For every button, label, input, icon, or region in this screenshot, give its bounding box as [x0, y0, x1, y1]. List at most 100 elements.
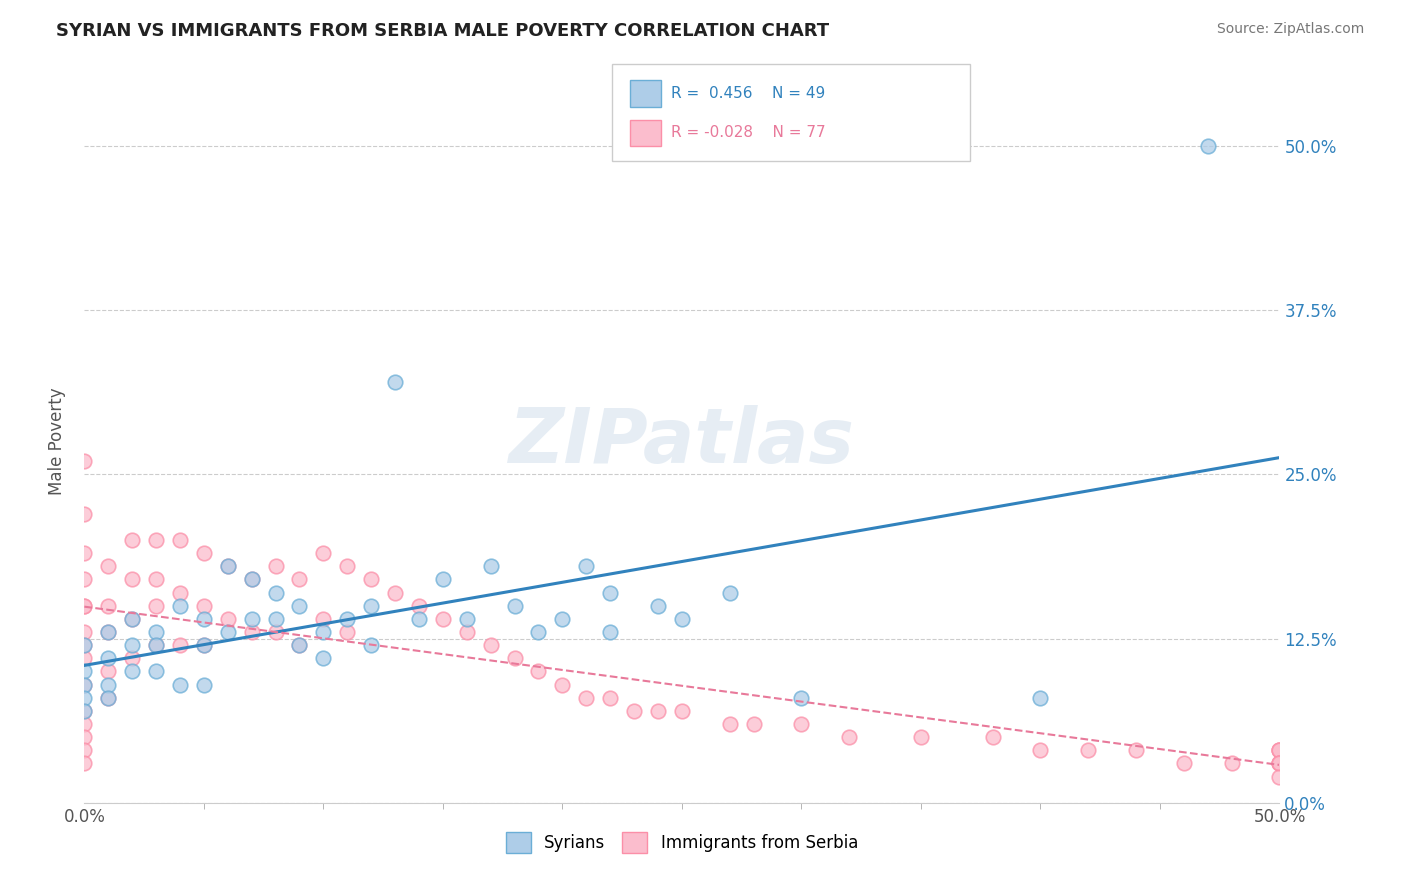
Point	[73, 704, 96, 718]
Point	[145, 599, 167, 613]
Point	[647, 599, 669, 613]
Point	[121, 533, 143, 547]
Point	[145, 638, 167, 652]
Point	[1220, 756, 1243, 771]
Point	[718, 717, 741, 731]
Point	[264, 585, 287, 599]
Point	[599, 690, 621, 705]
Point	[97, 690, 120, 705]
Point	[193, 612, 215, 626]
Point	[790, 690, 813, 705]
Point	[73, 677, 96, 691]
Point	[910, 730, 932, 744]
Point	[1268, 743, 1291, 757]
Legend: Syrians, Immigrants from Serbia: Syrians, Immigrants from Serbia	[499, 826, 865, 860]
Point	[312, 625, 335, 640]
Point	[97, 599, 120, 613]
Point	[97, 625, 120, 640]
Point	[1029, 743, 1052, 757]
Point	[193, 677, 215, 691]
Point	[73, 690, 96, 705]
Point	[718, 585, 741, 599]
Point	[1268, 756, 1291, 771]
Point	[121, 573, 143, 587]
Point	[336, 625, 359, 640]
Point	[193, 599, 215, 613]
Point	[599, 585, 621, 599]
Point	[479, 559, 502, 574]
Point	[503, 651, 526, 665]
Point	[1268, 743, 1291, 757]
Point	[360, 573, 382, 587]
Point	[217, 559, 239, 574]
Point	[288, 638, 311, 652]
Point	[73, 677, 96, 691]
Point	[551, 612, 574, 626]
Point	[217, 612, 239, 626]
Point	[432, 573, 454, 587]
Point	[312, 612, 335, 626]
Point	[456, 625, 478, 640]
Point	[121, 638, 143, 652]
Point	[264, 612, 287, 626]
Point	[97, 690, 120, 705]
Point	[1173, 756, 1195, 771]
Point	[193, 546, 215, 560]
Point	[97, 665, 120, 679]
Point	[240, 573, 263, 587]
Point	[73, 717, 96, 731]
Point	[121, 612, 143, 626]
Point	[312, 546, 335, 560]
Point	[169, 677, 191, 691]
Point	[575, 559, 598, 574]
Point	[1197, 139, 1219, 153]
Point	[336, 612, 359, 626]
Point	[432, 612, 454, 626]
Point	[169, 599, 191, 613]
Point	[479, 638, 502, 652]
Point	[73, 638, 96, 652]
Text: ZIPatlas: ZIPatlas	[509, 405, 855, 478]
Point	[623, 704, 645, 718]
Point	[169, 533, 191, 547]
Point	[838, 730, 860, 744]
Point	[671, 612, 693, 626]
Point	[145, 573, 167, 587]
Point	[503, 599, 526, 613]
Point	[169, 585, 191, 599]
Point	[288, 573, 311, 587]
Point	[671, 704, 693, 718]
Point	[145, 665, 167, 679]
Point	[790, 717, 813, 731]
Point	[408, 612, 430, 626]
Point	[408, 599, 430, 613]
Y-axis label: Male Poverty: Male Poverty	[48, 388, 66, 495]
Point	[73, 704, 96, 718]
Point	[384, 376, 406, 390]
Point	[121, 665, 143, 679]
Point	[145, 625, 167, 640]
Point	[742, 717, 765, 731]
Point	[527, 665, 550, 679]
Point	[264, 559, 287, 574]
Point	[551, 677, 574, 691]
Point	[73, 756, 96, 771]
Point	[73, 730, 96, 744]
Point	[217, 625, 239, 640]
Text: R =  0.456    N = 49: R = 0.456 N = 49	[671, 87, 825, 101]
Point	[217, 559, 239, 574]
Point	[97, 559, 120, 574]
Point	[384, 585, 406, 599]
Point	[121, 612, 143, 626]
Point	[73, 651, 96, 665]
Point	[312, 651, 335, 665]
Point	[288, 599, 311, 613]
Point	[97, 677, 120, 691]
Point	[73, 638, 96, 652]
Point	[240, 573, 263, 587]
Text: SYRIAN VS IMMIGRANTS FROM SERBIA MALE POVERTY CORRELATION CHART: SYRIAN VS IMMIGRANTS FROM SERBIA MALE PO…	[56, 22, 830, 40]
Point	[240, 612, 263, 626]
Point	[599, 625, 621, 640]
Point	[121, 651, 143, 665]
Point	[1029, 690, 1052, 705]
